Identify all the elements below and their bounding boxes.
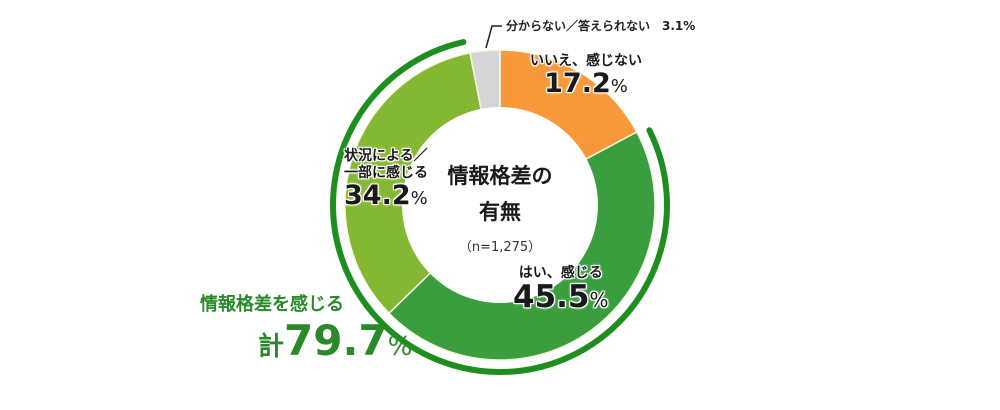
label-yes-percent: % [589,288,609,312]
label-partial-category-line1: 状況による／ [344,148,428,164]
summary-total-prefix: 計 [258,332,285,362]
label-partial-category-line2: 一部に感じる [344,165,428,181]
chart-title-line2: 有無 [479,200,521,224]
summary-label: 情報格差を感じる [200,294,344,315]
summary-number: 79.7 [284,316,388,365]
chart-title: 情報格差の 有無 [430,158,570,230]
label-partial: 状況による／ 一部に感じる 34.2% [344,148,428,211]
dk-leader-line [485,25,502,49]
label-no-number: 17.2 [544,68,611,99]
label-partial-number: 34.2 [344,180,411,211]
donut-hole [402,107,598,303]
label-no: いいえ、感じない 17.2% [530,50,642,99]
sample-size: （n=1,275） [458,240,542,255]
label-yes-number: 45.5 [513,279,590,315]
label-dont-know: 分からない／答えられない 3.1% [506,19,696,33]
label-no-value: 17.2% [530,68,642,99]
label-partial-percent: % [410,188,428,209]
label-no-category: いいえ、感じない [530,53,642,69]
label-yes-value: 45.5% [513,279,609,315]
summary-percent: % [387,332,413,362]
summary-bracket-arc [330,39,670,375]
label-no-percent: % [610,76,628,97]
label-partial-value: 34.2% [344,180,428,211]
label-yes: はい、感じる 45.5% [513,262,609,315]
summary-value: 計79.7% [258,316,412,365]
label-yes-category: はい、感じる [518,265,603,281]
chart-title-line1: 情報格差の [447,164,553,188]
